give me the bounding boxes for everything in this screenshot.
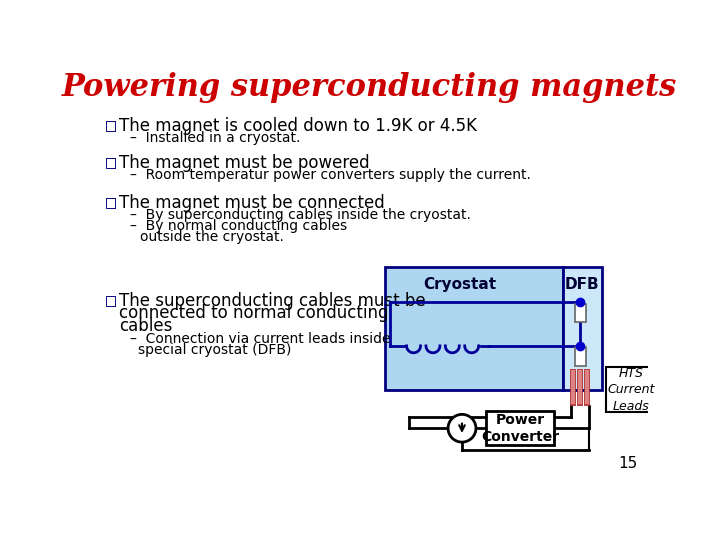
Bar xyxy=(575,347,585,366)
Text: –  By normal conducting cables: – By normal conducting cables xyxy=(130,219,348,233)
Text: □: □ xyxy=(106,117,115,135)
Bar xyxy=(563,267,601,390)
Text: □: □ xyxy=(106,194,115,212)
Text: □: □ xyxy=(106,292,115,310)
Text: connected to normal conducting: connected to normal conducting xyxy=(120,304,389,322)
Text: Cryostat: Cryostat xyxy=(423,276,496,292)
Text: Power
Converter: Power Converter xyxy=(481,413,559,444)
Text: –  Room temperatur power converters supply the current.: – Room temperatur power converters suppl… xyxy=(130,168,531,182)
Text: The magnet must be connected: The magnet must be connected xyxy=(120,194,385,212)
Bar xyxy=(585,370,589,404)
Bar xyxy=(578,370,582,404)
Text: outside the cryostat.: outside the cryostat. xyxy=(140,230,284,244)
Text: 15: 15 xyxy=(618,456,637,471)
Bar xyxy=(606,367,657,412)
Bar xyxy=(486,411,554,445)
Bar xyxy=(584,369,590,406)
Text: The superconducting cables must be: The superconducting cables must be xyxy=(120,292,426,310)
Bar xyxy=(570,369,576,406)
Bar xyxy=(577,369,583,406)
Text: cables: cables xyxy=(120,316,173,335)
Text: HTS
Current
Leads: HTS Current Leads xyxy=(608,367,655,413)
Bar xyxy=(384,267,563,390)
Text: special cryostat (DFB): special cryostat (DFB) xyxy=(138,343,292,357)
Bar xyxy=(575,303,585,322)
Text: –  Connection via current leads inside: – Connection via current leads inside xyxy=(130,332,391,346)
Text: –  Installed in a cryostat.: – Installed in a cryostat. xyxy=(130,131,301,145)
Text: □: □ xyxy=(106,154,115,172)
Text: DFB: DFB xyxy=(564,276,600,292)
Text: The magnet must be powered: The magnet must be powered xyxy=(120,154,370,172)
Text: –  By superconducting cables inside the cryostat.: – By superconducting cables inside the c… xyxy=(130,208,471,222)
Bar xyxy=(571,370,575,404)
Circle shape xyxy=(448,414,476,442)
Text: Powering superconducting magnets: Powering superconducting magnets xyxy=(61,72,677,103)
Text: The magnet is cooled down to 1.9K or 4.5K: The magnet is cooled down to 1.9K or 4.5… xyxy=(120,117,477,135)
